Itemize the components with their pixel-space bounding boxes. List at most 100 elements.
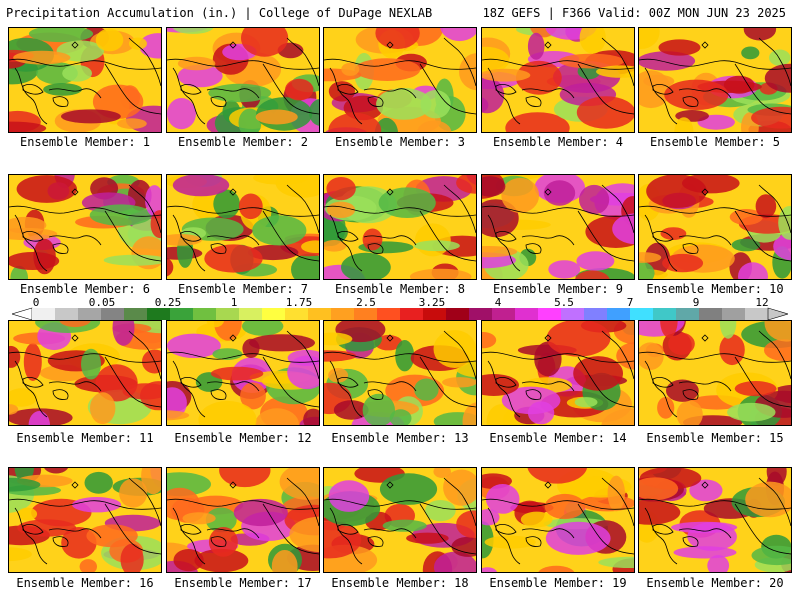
colorbar-swatch xyxy=(308,308,332,320)
ensemble-member-label: Ensemble Member: 4 xyxy=(492,135,624,149)
map-boundary-line xyxy=(487,507,521,565)
ensemble-member-label: Ensemble Member: 1 xyxy=(19,135,151,149)
map-boundary-line xyxy=(682,536,699,547)
colorbar-swatch xyxy=(124,308,148,320)
map-boundary-line xyxy=(9,58,161,70)
precip-blob xyxy=(362,228,383,251)
precip-blob xyxy=(17,507,38,521)
precip-blob xyxy=(28,411,50,425)
map-boundary-line xyxy=(262,210,319,262)
ensemble-map-panel xyxy=(166,174,320,280)
map-boundary-line xyxy=(487,67,521,125)
precip-field-map xyxy=(9,321,161,425)
precip-blob xyxy=(538,565,575,572)
precip-blob xyxy=(177,64,223,88)
map-boundary-line xyxy=(180,377,202,388)
precip-blob xyxy=(95,28,124,52)
ensemble-member-label: Ensemble Member: 7 xyxy=(177,282,309,296)
map-boundary-line xyxy=(758,477,791,527)
precip-blob xyxy=(598,556,634,568)
precip-blob xyxy=(28,28,94,43)
colorbar-swatch xyxy=(55,308,79,320)
precip-field-map xyxy=(482,468,634,572)
map-boundary-line xyxy=(48,381,102,392)
colorbar-swatch xyxy=(377,308,401,320)
map-boundary-line xyxy=(419,63,476,115)
map-boundary-line xyxy=(758,37,791,87)
map-boundary-line xyxy=(22,377,44,388)
map-boundary-line xyxy=(495,231,517,242)
precip-blob xyxy=(482,68,531,82)
precip-blob xyxy=(382,519,427,532)
ensemble-member-label: Ensemble Member: 16 xyxy=(16,576,154,590)
precip-blob xyxy=(255,408,299,425)
precip-blob xyxy=(103,254,161,266)
colorbar-swatch xyxy=(331,308,355,320)
precip-blob xyxy=(362,393,395,425)
map-boundary-line xyxy=(639,205,791,217)
location-marker-icon xyxy=(544,188,552,196)
ensemble-map-panel xyxy=(8,320,162,426)
map-boundary-line xyxy=(172,507,206,565)
precip-blob xyxy=(607,475,625,512)
map-boundary-line xyxy=(324,58,476,70)
map-boundary-line xyxy=(52,243,69,254)
map-boundary-line xyxy=(329,507,363,565)
ensemble-map-panel xyxy=(323,174,477,280)
precip-blob xyxy=(72,497,122,513)
precip-blob xyxy=(9,388,38,407)
precip-blob xyxy=(501,177,540,213)
map-boundary-line xyxy=(367,536,384,547)
precip-blob xyxy=(255,109,298,125)
ensemble-map-panel xyxy=(481,320,635,426)
precip-blob xyxy=(167,333,221,358)
location-marker-icon xyxy=(701,188,709,196)
precip-blob xyxy=(328,368,349,383)
precip-blob xyxy=(643,74,675,88)
precip-blob xyxy=(324,240,347,252)
map-boundary-line xyxy=(337,524,359,535)
precip-blob xyxy=(212,348,243,360)
precip-field-map xyxy=(482,28,634,132)
colorbar-swatch xyxy=(423,308,447,320)
colorbar-swatch xyxy=(745,308,769,320)
precip-field-map xyxy=(639,28,791,132)
precip-blob xyxy=(442,377,476,388)
map-boundary-line xyxy=(52,389,69,400)
precip-blob xyxy=(308,98,319,126)
precip-blob xyxy=(167,257,174,277)
precip-field-map xyxy=(9,28,161,132)
location-marker-icon xyxy=(229,41,237,49)
precip-blob xyxy=(576,96,634,129)
precip-blob xyxy=(33,238,56,275)
colorbar-tick-label: 4 xyxy=(494,296,502,309)
precip-blob xyxy=(233,498,288,527)
precip-blob xyxy=(505,112,570,132)
ensemble-member-label: Ensemble Member: 20 xyxy=(646,576,784,590)
precipitation-colorbar xyxy=(12,307,788,321)
map-boundary-line xyxy=(734,503,791,555)
colorbar-swatch xyxy=(262,308,286,320)
colorbar-swatch xyxy=(216,308,240,320)
map-boundary-line xyxy=(286,477,319,527)
ensemble-member-label: Ensemble Member: 18 xyxy=(331,576,469,590)
precip-blob xyxy=(415,223,451,257)
ensemble-member-label: Ensemble Member: 11 xyxy=(16,431,154,445)
map-boundary-line xyxy=(367,389,384,400)
map-boundary-line xyxy=(104,356,161,408)
map-boundary-line xyxy=(443,330,476,380)
precip-blob xyxy=(574,397,598,408)
precip-blob xyxy=(44,468,69,474)
map-boundary-line xyxy=(363,381,417,392)
precip-blob xyxy=(208,527,238,557)
location-marker-icon xyxy=(701,41,709,49)
map-boundary-line xyxy=(22,231,44,242)
precip-blob xyxy=(167,410,190,421)
ensemble-map-panel xyxy=(481,467,635,573)
precip-blob xyxy=(773,232,791,261)
precip-blob xyxy=(766,468,787,486)
precip-blob xyxy=(719,334,745,366)
colorbar-min-arrow xyxy=(12,307,33,321)
precip-field-map xyxy=(167,468,319,572)
precip-blob xyxy=(576,251,615,271)
